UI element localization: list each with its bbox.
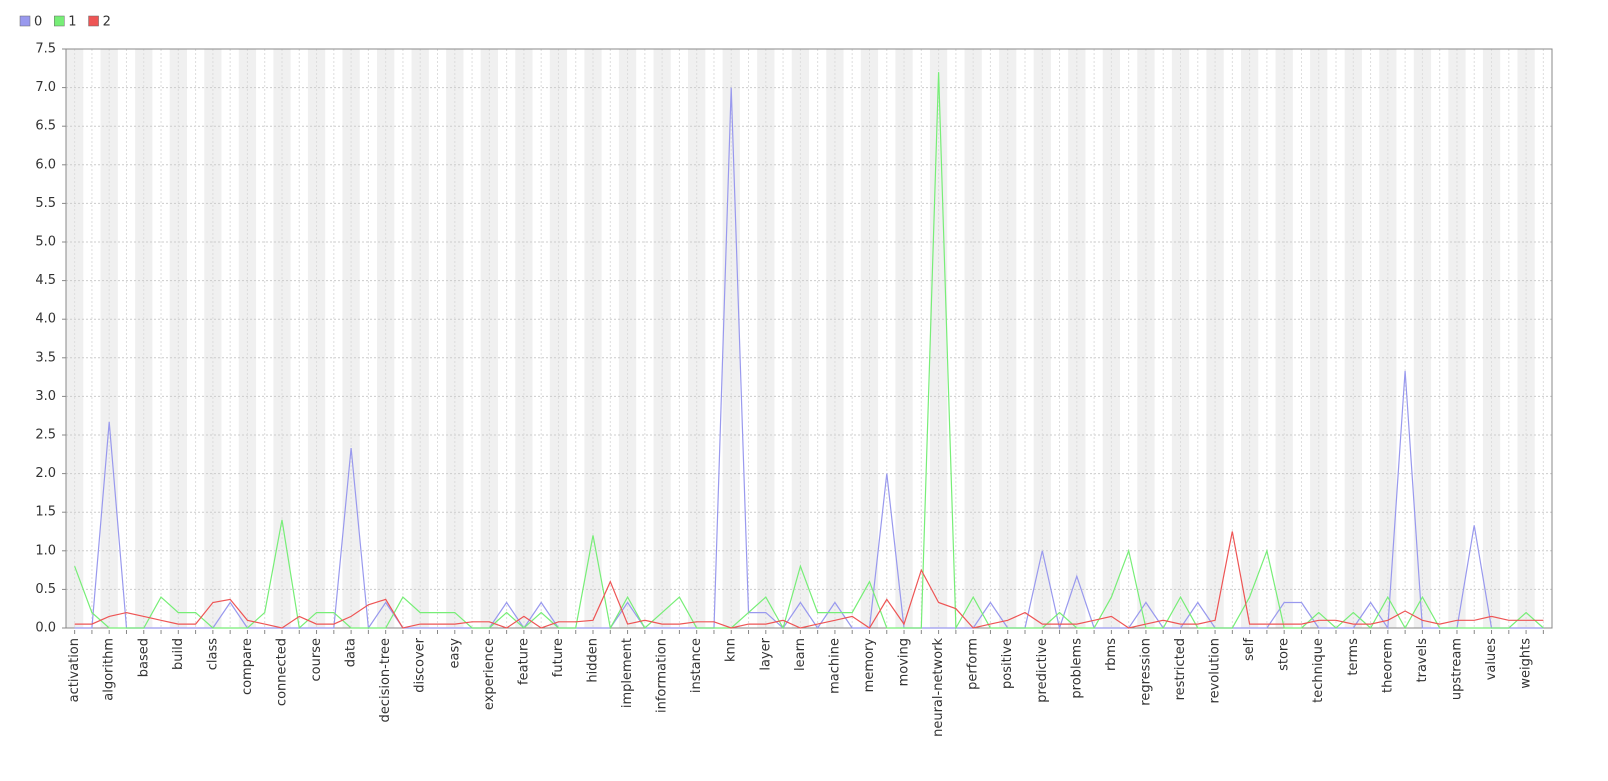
- y-tick-label: 5.5: [35, 196, 56, 211]
- y-tick-label: 1.5: [35, 505, 56, 520]
- x-tick-label: revolution: [1208, 638, 1223, 703]
- x-tick-label: positive: [1000, 638, 1015, 689]
- x-tick-label: build: [171, 638, 186, 670]
- legend-swatch: [19, 15, 31, 27]
- y-tick-label: 3.5: [35, 350, 56, 365]
- y-tick-label: 6.5: [35, 119, 56, 134]
- x-tick-label: weights: [1519, 638, 1534, 689]
- x-tick-label: based: [136, 638, 151, 677]
- x-tick-label: layer: [758, 637, 773, 670]
- y-tick-label: 7.5: [35, 42, 56, 57]
- x-tick-label: restricted: [1173, 638, 1188, 700]
- x-tick-label: algorithm: [102, 638, 117, 701]
- series-line: [74, 531, 1544, 629]
- x-tick-label: experience: [482, 638, 497, 710]
- x-tick-label: store: [1277, 638, 1292, 671]
- x-tick-label: easy: [447, 638, 462, 669]
- x-tick-label: technique: [1311, 638, 1326, 703]
- x-tick-label: connected: [274, 638, 289, 706]
- x-tick-label: knn: [724, 638, 739, 662]
- x-tick-label: information: [655, 638, 670, 713]
- y-tick-label: 4.5: [35, 273, 56, 288]
- x-tick-label: upstream: [1449, 638, 1464, 700]
- y-tick-label: 6.0: [35, 157, 56, 172]
- x-tick-label: terms: [1346, 638, 1361, 676]
- y-tick-label: 7.0: [35, 80, 56, 95]
- x-tick-label: theorem: [1380, 638, 1395, 693]
- legend-swatch: [54, 15, 65, 27]
- y-tick-label: 2.0: [35, 466, 56, 481]
- y-tick-label: 5.0: [35, 235, 56, 250]
- x-tick-label: predictive: [1035, 638, 1050, 703]
- x-tick-label: instance: [689, 638, 704, 693]
- x-tick-label: implement: [620, 638, 635, 708]
- x-tick-label: compare: [240, 638, 255, 695]
- x-tick-label: discover: [413, 637, 428, 692]
- plot-border: [65, 48, 1553, 629]
- x-tick-label: self: [1242, 638, 1257, 661]
- y-tick-label: 0.5: [35, 582, 56, 597]
- x-tick-label: hidden: [586, 638, 601, 683]
- legend-label: 1: [68, 15, 76, 30]
- x-tick-label: feature: [516, 638, 531, 685]
- x-tick-label: future: [551, 638, 566, 677]
- x-tick-label: activation: [67, 638, 82, 702]
- series-line: [74, 72, 1544, 631]
- x-tick-label: decision-tree: [378, 638, 393, 722]
- series-line: [74, 87, 1544, 631]
- x-tick-label: data: [344, 638, 359, 667]
- x-tick-label: problems: [1069, 638, 1084, 699]
- x-tick-label: memory: [862, 638, 877, 693]
- legend-swatch: [88, 15, 99, 27]
- y-tick-label: 3.0: [35, 389, 56, 404]
- x-tick-label: course: [309, 638, 324, 681]
- x-tick-label: travels: [1415, 638, 1430, 683]
- x-tick-label: neural-network: [931, 638, 946, 737]
- x-tick-label: rbms: [1104, 638, 1119, 671]
- x-tick-label: moving: [897, 638, 912, 686]
- y-tick-label: 2.5: [35, 428, 56, 443]
- x-tick-label: values: [1484, 638, 1499, 681]
- y-tick-label: 4.0: [35, 312, 56, 327]
- legend-label: 2: [103, 15, 111, 30]
- y-tick-label: 1.0: [35, 543, 56, 558]
- x-tick-label: machine: [827, 638, 842, 694]
- x-tick-label: regression: [1138, 638, 1153, 706]
- legend-label: 0: [34, 15, 42, 30]
- x-tick-label: perform: [966, 638, 981, 690]
- y-tick-label: 0.0: [35, 621, 56, 636]
- x-tick-label: class: [205, 638, 220, 670]
- x-tick-label: learn: [793, 638, 808, 671]
